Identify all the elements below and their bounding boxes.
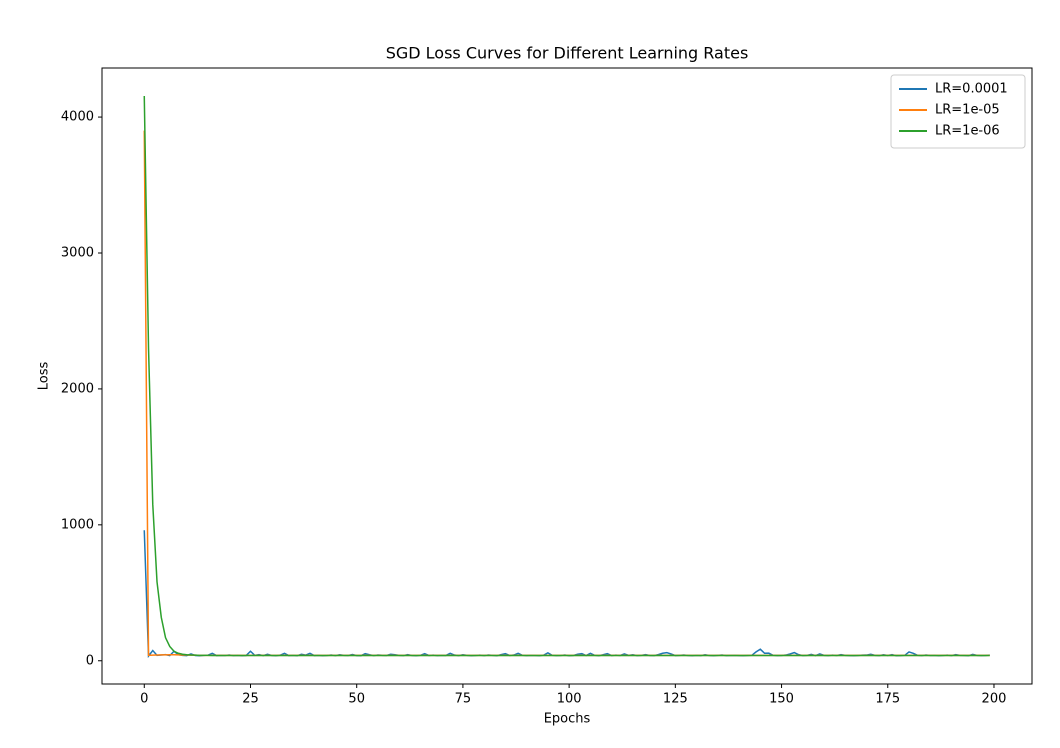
x-tick-label: 100 <box>557 692 582 707</box>
x-axis-label: Epochs <box>544 712 591 727</box>
x-tick-label: 50 <box>348 692 365 707</box>
y-tick-label: 2000 <box>61 381 94 396</box>
legend-box <box>890 74 1026 149</box>
y-tick-label: 1000 <box>61 517 94 532</box>
x-tick-label: 175 <box>875 692 900 707</box>
x-tick-label: 200 <box>982 692 1007 707</box>
y-axis-label: Loss <box>37 362 52 391</box>
chart-title: SGD Loss Curves for Different Learning R… <box>386 44 749 63</box>
plot-frame <box>101 67 1033 685</box>
y-tick-label: 0 <box>86 653 94 668</box>
x-tick-label: 125 <box>663 692 688 707</box>
x-tick-label: 0 <box>140 692 148 707</box>
y-tick-label: 4000 <box>61 110 94 125</box>
x-tick-label: 150 <box>769 692 794 707</box>
legend-label: LR=0.0001 <box>935 82 1008 97</box>
line-series <box>143 95 990 657</box>
y-tick-label: 3000 <box>61 245 94 260</box>
legend-label: LR=1e-06 <box>935 124 1000 139</box>
x-tick-label: 25 <box>242 692 259 707</box>
x-tick-label: 75 <box>455 692 472 707</box>
legend-label: LR=1e-05 <box>935 103 1000 118</box>
